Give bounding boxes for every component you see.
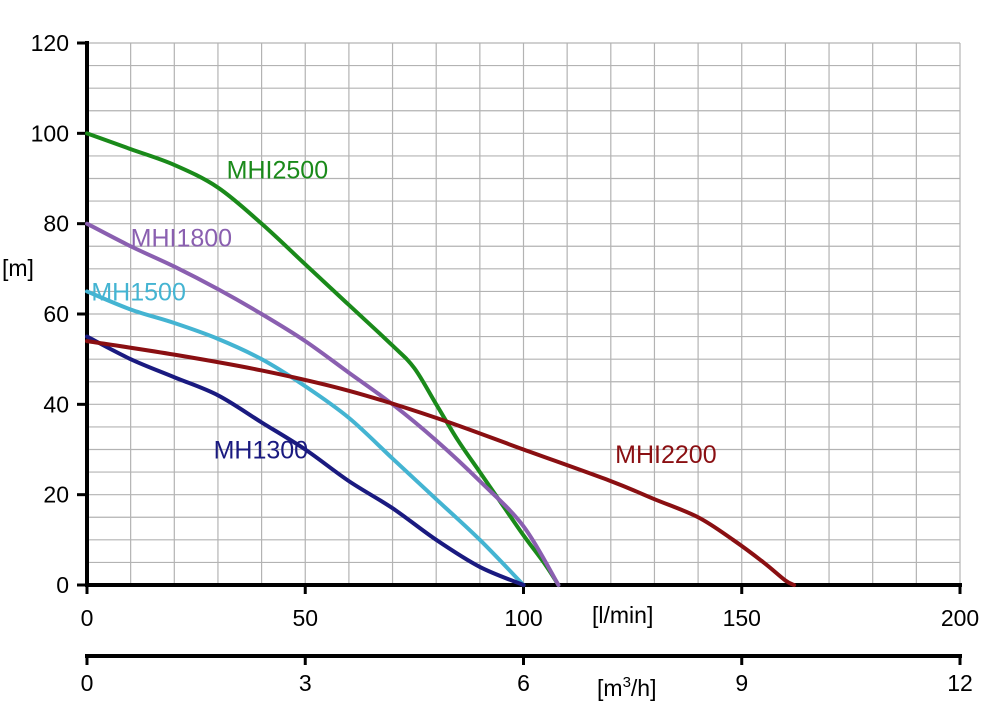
series-label-mhi2500: MHI2500 (227, 157, 328, 185)
x2-tick-label: 9 (735, 670, 748, 696)
x2-tick-label: 0 (81, 670, 94, 696)
x2-axis-label-suffix: /h] (631, 675, 657, 701)
series-label-mhi2200: MHI2200 (615, 441, 716, 469)
x-tick-label: 100 (504, 605, 542, 631)
y-tick-label: 0 (56, 572, 69, 598)
tick-labels: 0 20 40 60 80 100 120 0 50 100 150 200 0 3 6 9 12 (31, 30, 980, 696)
grid-lines (87, 42, 961, 585)
y-axis-label: [m] (2, 255, 34, 281)
series-line-mhi2500 (85, 131, 561, 587)
x-tick-label: 0 (81, 605, 94, 631)
series-line-mhi2200 (85, 339, 797, 587)
x2-axis-label-prefix: [m (597, 675, 623, 701)
series-labels: MHI2500 MHI1800 MH1500 MH1300 MHI2200 (91, 157, 716, 470)
y-tick-label: 40 (43, 391, 69, 417)
x2-axis-label: [m3/h] (597, 674, 656, 701)
x-tick-label: 200 (941, 605, 979, 631)
series-line-mhi1800 (85, 221, 561, 587)
y-tick-label: 120 (31, 30, 69, 56)
x-tick-label: 150 (723, 605, 761, 631)
x-tick-label: 50 (292, 605, 318, 631)
series-label-mh1500: MH1500 (91, 278, 185, 306)
series-line-mh1300 (85, 334, 526, 587)
y-tick-label: 80 (43, 211, 69, 237)
series-line-mh1500 (85, 289, 526, 587)
series-label-mhi1800: MHI1800 (131, 224, 232, 252)
x-axis-label: [l/min] (592, 602, 653, 628)
y-tick-label: 60 (43, 301, 69, 327)
x2-axis-label-sup: 3 (623, 674, 631, 691)
x2-tick-label: 12 (947, 670, 973, 696)
x2-tick-label: 6 (517, 670, 530, 696)
series-lines (85, 131, 797, 587)
x2-tick-label: 3 (299, 670, 312, 696)
series-label-mh1300: MH1300 (214, 437, 309, 465)
y-tick-label: 20 (43, 482, 69, 508)
y-tick-label: 100 (31, 120, 69, 146)
